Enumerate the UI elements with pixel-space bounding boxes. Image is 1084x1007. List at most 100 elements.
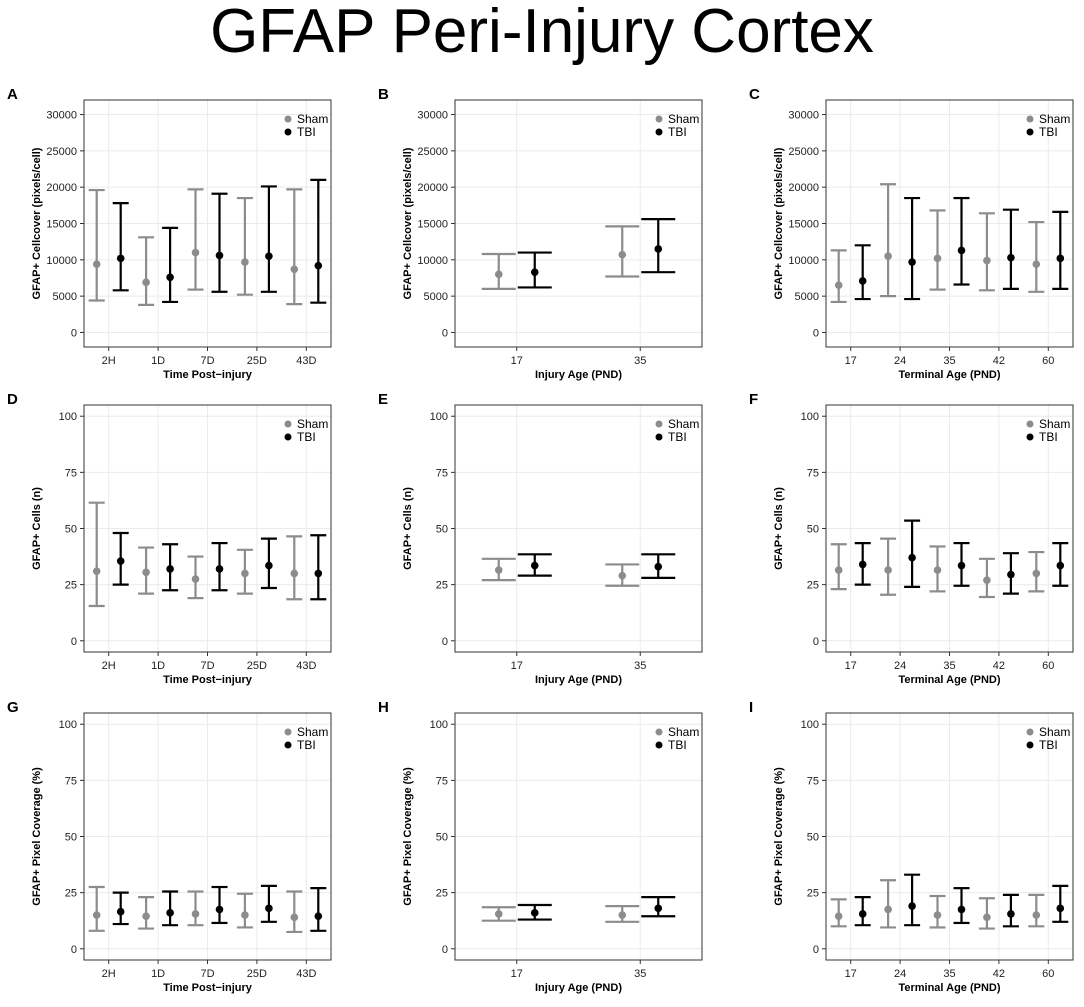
legend-label-sham: Sham	[1039, 725, 1070, 739]
x-axis-title: Terminal Age (PND)	[898, 369, 1000, 381]
y-tick-label: 15000	[417, 219, 448, 231]
point-tbi	[858, 277, 867, 285]
y-tick-label: 0	[813, 944, 819, 956]
y-tick-label: 15000	[788, 219, 819, 231]
point-tbi	[166, 909, 174, 917]
y-tick-label: 75	[807, 467, 819, 479]
point-sham	[834, 281, 843, 290]
legend-marker-sham	[1026, 728, 1034, 736]
x-tick-label: 1D	[151, 660, 165, 672]
legend-label-tbi: TBI	[297, 125, 316, 139]
legend-label-sham: Sham	[1039, 417, 1070, 431]
legend-marker-sham	[1026, 420, 1034, 428]
legend-label-sham: Sham	[668, 725, 699, 739]
point-tbi	[1056, 254, 1065, 263]
y-tick-label: 0	[71, 944, 77, 956]
legend-marker-tbi	[284, 128, 292, 136]
x-tick-label: 35	[943, 355, 955, 367]
legend-label-tbi: TBI	[1039, 738, 1058, 752]
legend-label-tbi: TBI	[668, 738, 687, 752]
legend-marker-sham	[284, 420, 292, 428]
x-axis-title: Injury Age (PND)	[535, 982, 622, 994]
point-tbi	[1007, 253, 1015, 262]
y-tick-label: 25000	[788, 146, 819, 158]
legend-label-tbi: TBI	[1039, 125, 1058, 139]
x-tick-label: 35	[943, 968, 955, 980]
x-tick-label: 43D	[296, 355, 316, 367]
panel-letter: D	[7, 391, 18, 408]
x-tick-label: 2H	[102, 355, 116, 367]
legend-label-sham: Sham	[297, 417, 328, 431]
panel-e: E 0 25 50 75 100 17 35 Injury Age (PND) GFAP+ Cel…	[378, 391, 703, 686]
y-tick-label: 75	[807, 775, 819, 787]
point-tbi	[314, 261, 323, 270]
x-axis-title: Time Post−injury	[163, 982, 253, 994]
legend-label-tbi: TBI	[668, 125, 687, 139]
point-tbi	[908, 258, 916, 266]
y-tick-label: 0	[813, 636, 819, 648]
x-axis-title: Terminal Age (PND)	[898, 982, 1000, 994]
x-tick-label: 24	[894, 968, 906, 980]
y-tick-label: 100	[430, 411, 448, 423]
panel-letter: B	[378, 86, 389, 103]
y-tick-label: 30000	[788, 110, 819, 122]
y-tick-label: 25	[807, 580, 819, 592]
y-tick-label: 50	[807, 832, 819, 844]
point-sham	[241, 258, 249, 266]
y-axis-title: GFAP+ Pixel Coverage (%)	[31, 767, 43, 906]
point-tbi	[957, 905, 966, 914]
x-axis-title: Terminal Age (PND)	[898, 674, 1000, 686]
y-tick-label: 30000	[46, 110, 77, 122]
point-sham	[1032, 911, 1041, 919]
point-sham	[834, 566, 843, 574]
legend-label-tbi: TBI	[1039, 430, 1058, 444]
point-tbi	[654, 562, 663, 571]
y-tick-label: 25	[807, 888, 819, 900]
point-sham	[933, 566, 942, 574]
y-tick-label: 25	[65, 580, 77, 592]
x-axis-title: Time Post−injury	[163, 369, 253, 381]
x-tick-label: 24	[894, 355, 906, 367]
y-tick-label: 0	[813, 327, 819, 339]
point-tbi	[215, 905, 224, 914]
y-tick-label: 10000	[417, 255, 448, 267]
y-tick-label: 50	[65, 524, 77, 536]
point-sham	[191, 248, 200, 257]
y-tick-label: 100	[59, 719, 77, 731]
x-tick-label: 2H	[102, 660, 116, 672]
y-tick-label: 0	[71, 636, 77, 648]
point-sham	[92, 260, 101, 268]
point-tbi	[1007, 910, 1015, 918]
panel-letter: H	[378, 699, 389, 716]
y-tick-label: 25	[436, 888, 448, 900]
point-tbi	[957, 246, 966, 255]
x-tick-label: 2H	[102, 968, 116, 980]
point-sham	[933, 911, 942, 919]
y-tick-label: 25	[436, 580, 448, 592]
x-tick-label: 24	[894, 660, 906, 672]
y-tick-label: 100	[801, 719, 819, 731]
y-tick-label: 75	[65, 775, 77, 787]
x-tick-label: 42	[993, 355, 1005, 367]
y-tick-label: 5000	[53, 291, 77, 303]
y-tick-label: 50	[436, 524, 448, 536]
legend-label-tbi: TBI	[297, 738, 316, 752]
y-tick-label: 100	[801, 411, 819, 423]
point-tbi	[1056, 561, 1065, 570]
point-tbi	[215, 565, 224, 573]
y-axis-title: GFAP+ Cellcover (pixels/cell)	[402, 147, 414, 299]
point-sham	[191, 910, 200, 918]
x-axis-title: Injury Age (PND)	[535, 674, 622, 686]
point-sham	[884, 566, 892, 574]
y-tick-label: 25	[65, 888, 77, 900]
legend-marker-sham	[284, 728, 292, 736]
y-tick-label: 25000	[46, 146, 77, 158]
y-tick-label: 20000	[46, 182, 77, 194]
point-sham	[1032, 260, 1041, 268]
y-axis-title: GFAP+ Cellcover (pixels/cell)	[31, 147, 43, 299]
x-tick-label: 17	[845, 968, 857, 980]
point-sham	[241, 569, 249, 578]
point-tbi	[314, 569, 323, 578]
